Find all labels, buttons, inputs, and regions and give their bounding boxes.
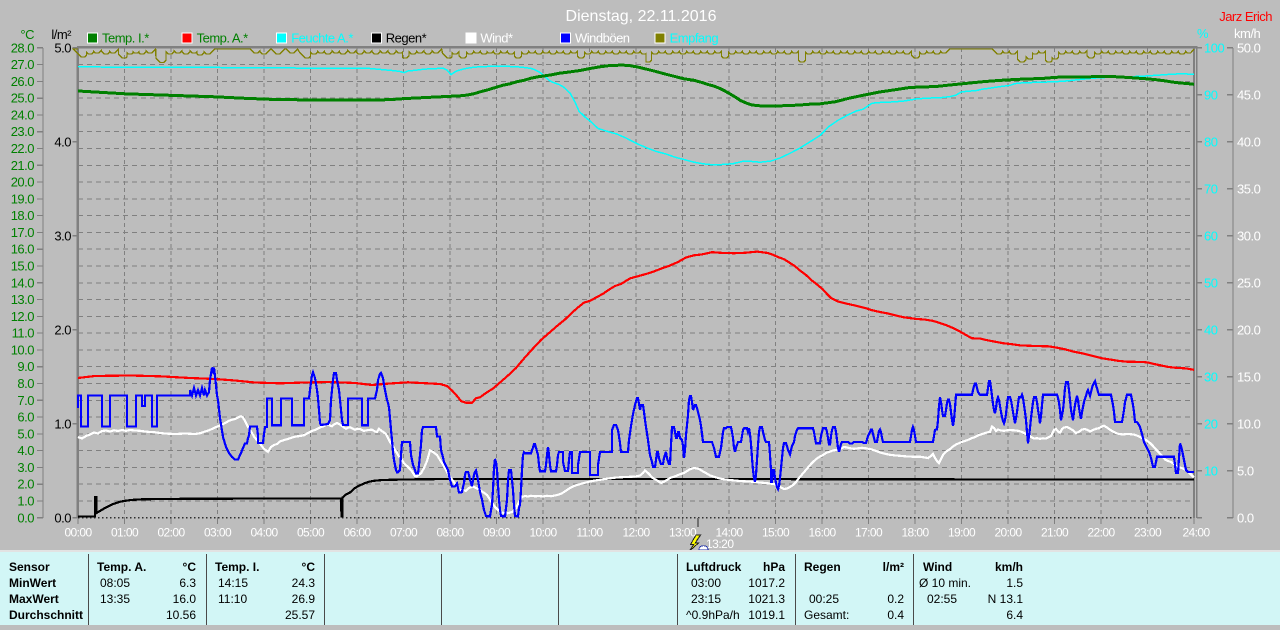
svg-text:40.0: 40.0 [1237, 134, 1261, 149]
svg-text:Temp. A.*: Temp. A.* [197, 31, 249, 46]
svg-text:09:00: 09:00 [483, 526, 511, 540]
svg-text:15.0: 15.0 [1237, 369, 1261, 384]
svg-text:Feuchte A.*: Feuchte A.* [291, 31, 353, 46]
svg-text:3.0: 3.0 [17, 460, 34, 475]
svg-text:19:00: 19:00 [948, 526, 976, 540]
svg-text:20.0: 20.0 [11, 175, 35, 190]
svg-text:Temp. I.*: Temp. I.* [102, 31, 149, 46]
svg-text:13:00: 13:00 [669, 526, 697, 540]
svg-text:45.0: 45.0 [1237, 87, 1261, 102]
svg-text:12.0: 12.0 [11, 309, 35, 324]
svg-text:50: 50 [1204, 275, 1218, 290]
svg-text:25.0: 25.0 [11, 91, 35, 106]
svg-text:5.0: 5.0 [54, 40, 71, 55]
svg-text:5.0: 5.0 [1237, 463, 1254, 478]
svg-text:0.0: 0.0 [17, 510, 34, 525]
svg-text:Empfang: Empfang [670, 31, 719, 46]
svg-text:27.0: 27.0 [11, 57, 35, 72]
svg-text:16:00: 16:00 [808, 526, 836, 540]
svg-text:22:00: 22:00 [1087, 526, 1115, 540]
svg-text:20.0: 20.0 [1237, 322, 1261, 337]
svg-text:24.0: 24.0 [11, 107, 35, 122]
svg-text:0.0: 0.0 [54, 510, 71, 525]
svg-text:14.0: 14.0 [11, 275, 35, 290]
svg-text:60: 60 [1204, 228, 1218, 243]
svg-text:km/h: km/h [1234, 26, 1260, 41]
svg-text:04:00: 04:00 [250, 526, 278, 540]
svg-text:20:00: 20:00 [994, 526, 1022, 540]
svg-text:30: 30 [1204, 369, 1218, 384]
svg-text:8.0: 8.0 [17, 376, 34, 391]
svg-text:19.0: 19.0 [11, 191, 35, 206]
svg-text:12:00: 12:00 [622, 526, 650, 540]
svg-text:10.0: 10.0 [1237, 416, 1261, 431]
svg-text:21:00: 21:00 [1041, 526, 1069, 540]
svg-text:11:00: 11:00 [576, 526, 603, 540]
svg-text:Regen*: Regen* [386, 31, 427, 46]
svg-text:80: 80 [1204, 134, 1218, 149]
svg-text:25.0: 25.0 [1237, 275, 1261, 290]
svg-text:40: 40 [1204, 322, 1218, 337]
svg-text:1.0: 1.0 [54, 416, 71, 431]
svg-text:°C: °C [20, 27, 34, 42]
svg-text:17:00: 17:00 [855, 526, 883, 540]
svg-text:23.0: 23.0 [11, 124, 35, 139]
svg-text:50.0: 50.0 [1237, 40, 1261, 55]
svg-text:4.0: 4.0 [17, 443, 34, 458]
svg-text:08:00: 08:00 [436, 526, 464, 540]
svg-text:Dienstag, 22.11.2016: Dienstag, 22.11.2016 [566, 8, 717, 25]
svg-text:10: 10 [1204, 463, 1218, 478]
svg-text:70: 70 [1204, 181, 1218, 196]
svg-text:35.0: 35.0 [1237, 181, 1261, 196]
svg-text:11.0: 11.0 [12, 326, 35, 341]
svg-text:07:00: 07:00 [390, 526, 418, 540]
svg-text:6.0: 6.0 [17, 410, 34, 425]
svg-text:20: 20 [1204, 416, 1218, 431]
svg-text:02:00: 02:00 [157, 526, 185, 540]
svg-text:18:00: 18:00 [901, 526, 929, 540]
svg-text:1.0: 1.0 [17, 493, 34, 508]
svg-text:3.0: 3.0 [54, 228, 71, 243]
svg-text:2.0: 2.0 [54, 322, 71, 337]
svg-text:16.0: 16.0 [11, 242, 35, 257]
svg-text:7.0: 7.0 [17, 393, 34, 408]
svg-text:21.0: 21.0 [11, 158, 35, 173]
svg-text:23:00: 23:00 [1134, 526, 1162, 540]
svg-text:30.0: 30.0 [1237, 228, 1261, 243]
svg-text:%: % [1197, 26, 1209, 41]
svg-text:05:00: 05:00 [297, 526, 325, 540]
svg-text:26.0: 26.0 [11, 74, 35, 89]
svg-text:0.0: 0.0 [1237, 510, 1254, 525]
svg-text:13:20: 13:20 [706, 537, 734, 551]
svg-text:00:00: 00:00 [64, 526, 92, 540]
svg-text:Windböen: Windböen [575, 31, 630, 46]
svg-text:24:00: 24:00 [1182, 526, 1210, 540]
svg-text:22.0: 22.0 [11, 141, 35, 156]
svg-text:100: 100 [1204, 40, 1224, 55]
svg-text:03:00: 03:00 [204, 526, 232, 540]
svg-text:10:00: 10:00 [529, 526, 557, 540]
svg-text:15.0: 15.0 [11, 259, 35, 274]
svg-text:90: 90 [1204, 87, 1218, 102]
svg-text:l/m²: l/m² [51, 27, 72, 42]
svg-text:15:00: 15:00 [762, 526, 790, 540]
svg-text:18.0: 18.0 [11, 208, 35, 223]
svg-text:10.0: 10.0 [11, 342, 35, 357]
svg-text:06:00: 06:00 [343, 526, 371, 540]
svg-text:4.0: 4.0 [54, 134, 71, 149]
svg-text:2.0: 2.0 [17, 477, 34, 492]
svg-text:9.0: 9.0 [17, 359, 34, 374]
svg-text:Wind*: Wind* [480, 31, 513, 46]
svg-text:Jarz Erich: Jarz Erich [1219, 9, 1272, 24]
svg-text:28.0: 28.0 [11, 40, 35, 55]
svg-text:5.0: 5.0 [17, 426, 34, 441]
svg-text:14:00: 14:00 [715, 526, 743, 540]
svg-text:01:00: 01:00 [111, 526, 139, 540]
svg-text:13.0: 13.0 [11, 292, 35, 307]
svg-text:17.0: 17.0 [11, 225, 35, 240]
